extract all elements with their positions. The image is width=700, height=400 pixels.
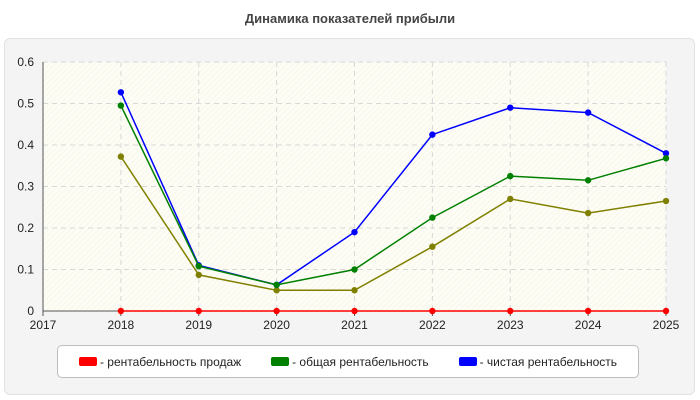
- data-point: [195, 262, 202, 270]
- x-tick-label: 2020: [263, 318, 290, 332]
- chart-title: Динамика показателей прибыли: [244, 11, 456, 26]
- data-point: [584, 177, 592, 184]
- data-point: [429, 214, 436, 221]
- legend-swatch: [271, 357, 290, 366]
- x-tick-label: 2021: [341, 318, 368, 332]
- data-point: [351, 287, 358, 294]
- legend-item: - чистая рентабельность: [458, 354, 618, 369]
- x-tick-label: 2022: [419, 318, 446, 332]
- series-line-1: [120, 105, 667, 286]
- data-point: [351, 228, 358, 236]
- y-tick-label: 0.1: [17, 263, 34, 277]
- grid-lines: [43, 61, 667, 311]
- data-point: [273, 287, 280, 294]
- data-point: [351, 266, 358, 273]
- data-point: [117, 89, 125, 96]
- chart-legend: - рентабельность продаж - общая рентабель…: [57, 345, 639, 378]
- y-tick-label: 0.2: [17, 221, 34, 235]
- legend-label: - рентабельность продаж: [99, 354, 242, 369]
- x-tick-label: 2018: [108, 318, 135, 332]
- x-tick-label: 2024: [575, 318, 602, 332]
- data-point: [351, 307, 358, 315]
- data-point: [117, 307, 125, 315]
- data-point: [117, 102, 125, 109]
- legend-item: - общая рентабельность: [271, 355, 429, 369]
- y-tick-label: 0.5: [17, 97, 34, 111]
- data-point: [273, 281, 280, 289]
- data-point: [429, 131, 436, 138]
- data-point: [117, 153, 125, 160]
- legend-swatch: [78, 357, 97, 366]
- x-tick-label: 2023: [497, 318, 524, 332]
- data-point: [195, 271, 202, 279]
- data-point: [429, 307, 436, 315]
- data-point: [507, 307, 514, 315]
- data-point: [507, 195, 514, 203]
- y-tick-label: 0.4: [17, 138, 34, 152]
- x-tick-label: 2025: [653, 318, 680, 332]
- data-point: [273, 307, 280, 315]
- legend-label: - общая рентабельность: [292, 354, 429, 369]
- data-point: [584, 307, 592, 315]
- y-tick-label: 0: [27, 304, 34, 318]
- legend-item: - рентабельность продаж: [78, 354, 242, 369]
- x-tick-label: 2017: [30, 318, 57, 332]
- series-layer: [117, 89, 670, 315]
- data-point: [429, 243, 436, 250]
- data-point: [507, 172, 514, 180]
- data-point: [662, 307, 670, 315]
- data-point: [662, 150, 670, 157]
- series-line-3: [120, 156, 667, 292]
- data-point: [584, 109, 592, 116]
- data-point: [662, 155, 670, 162]
- data-point: [195, 307, 202, 315]
- x-tick-label: 2019: [185, 318, 212, 332]
- data-point: [584, 209, 592, 217]
- data-point: [507, 104, 514, 111]
- legend-swatch: [458, 357, 477, 366]
- data-point: [662, 197, 670, 205]
- y-tick-label: 0.3: [17, 180, 34, 194]
- legend-label: - чистая рентабельность: [479, 354, 618, 369]
- y-tick-label: 0.6: [17, 55, 34, 69]
